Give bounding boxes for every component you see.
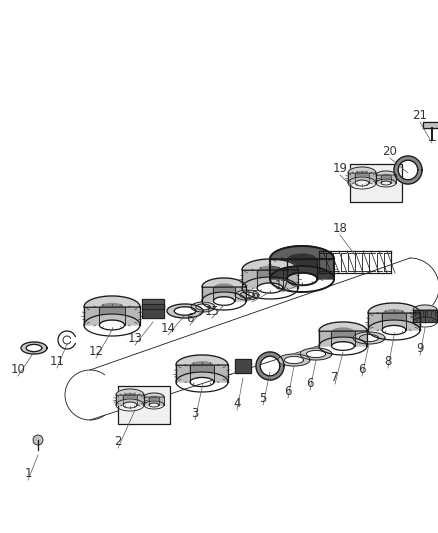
- Text: 1: 1: [24, 467, 32, 480]
- Polygon shape: [116, 389, 144, 405]
- Polygon shape: [319, 322, 367, 346]
- Polygon shape: [84, 314, 140, 325]
- Text: 21: 21: [413, 109, 427, 122]
- Polygon shape: [202, 292, 246, 301]
- Bar: [118, 386, 170, 424]
- Polygon shape: [300, 348, 332, 360]
- Text: 4: 4: [233, 397, 241, 410]
- Polygon shape: [149, 395, 159, 405]
- Text: 9: 9: [416, 342, 424, 355]
- Polygon shape: [176, 372, 228, 382]
- Circle shape: [33, 435, 43, 445]
- Polygon shape: [142, 304, 164, 318]
- Polygon shape: [348, 177, 376, 183]
- Polygon shape: [116, 389, 144, 395]
- Polygon shape: [116, 399, 144, 405]
- Text: 8: 8: [384, 355, 392, 368]
- Polygon shape: [413, 317, 437, 322]
- Polygon shape: [190, 360, 214, 382]
- Bar: [350, 164, 402, 202]
- Polygon shape: [257, 265, 283, 288]
- Polygon shape: [123, 392, 137, 405]
- Polygon shape: [176, 355, 228, 382]
- Polygon shape: [202, 278, 246, 301]
- Text: 16: 16: [244, 289, 259, 302]
- Polygon shape: [242, 259, 298, 288]
- Polygon shape: [142, 299, 164, 309]
- Polygon shape: [394, 156, 422, 184]
- Text: 7: 7: [331, 371, 339, 384]
- Polygon shape: [413, 305, 437, 310]
- Text: 13: 13: [127, 332, 142, 345]
- Text: 20: 20: [382, 145, 397, 158]
- Polygon shape: [270, 266, 334, 279]
- Text: 5: 5: [259, 392, 267, 405]
- Polygon shape: [144, 401, 164, 405]
- Polygon shape: [382, 309, 406, 330]
- Polygon shape: [423, 122, 438, 128]
- Polygon shape: [270, 246, 334, 279]
- Text: 6: 6: [358, 363, 366, 376]
- Polygon shape: [319, 322, 367, 331]
- Text: 6: 6: [306, 377, 314, 390]
- Polygon shape: [368, 303, 420, 330]
- Text: 14: 14: [160, 322, 176, 335]
- Polygon shape: [191, 302, 215, 312]
- Polygon shape: [413, 305, 437, 322]
- Polygon shape: [84, 296, 140, 307]
- Text: 3: 3: [191, 407, 199, 420]
- Text: 2: 2: [114, 435, 122, 448]
- Text: 15: 15: [205, 305, 219, 318]
- Polygon shape: [332, 327, 354, 346]
- Text: 12: 12: [88, 345, 103, 358]
- Polygon shape: [413, 310, 437, 322]
- Polygon shape: [348, 167, 376, 173]
- Polygon shape: [144, 393, 164, 397]
- Polygon shape: [278, 354, 310, 366]
- Polygon shape: [270, 246, 334, 259]
- Polygon shape: [202, 278, 246, 287]
- Text: 18: 18: [332, 222, 347, 235]
- Text: 19: 19: [332, 162, 347, 175]
- Polygon shape: [368, 320, 420, 330]
- Polygon shape: [242, 259, 298, 270]
- Polygon shape: [144, 393, 164, 405]
- Polygon shape: [376, 171, 396, 183]
- Polygon shape: [348, 167, 376, 183]
- Polygon shape: [84, 296, 140, 325]
- Polygon shape: [99, 302, 124, 325]
- Polygon shape: [381, 173, 391, 183]
- Text: 10: 10: [11, 363, 25, 376]
- Polygon shape: [213, 282, 235, 301]
- Polygon shape: [235, 290, 259, 300]
- Text: 11: 11: [49, 355, 64, 368]
- Polygon shape: [319, 337, 367, 346]
- Polygon shape: [167, 304, 203, 318]
- Polygon shape: [355, 170, 369, 183]
- Polygon shape: [286, 253, 318, 279]
- Polygon shape: [176, 355, 228, 365]
- Polygon shape: [368, 303, 420, 313]
- Text: 6: 6: [284, 385, 292, 398]
- Polygon shape: [376, 171, 396, 175]
- Polygon shape: [235, 359, 251, 373]
- Polygon shape: [256, 352, 284, 380]
- Polygon shape: [353, 332, 385, 344]
- Text: 17: 17: [275, 279, 290, 292]
- Polygon shape: [376, 179, 396, 183]
- Text: 6: 6: [186, 312, 194, 325]
- Polygon shape: [242, 277, 298, 288]
- Polygon shape: [21, 342, 47, 354]
